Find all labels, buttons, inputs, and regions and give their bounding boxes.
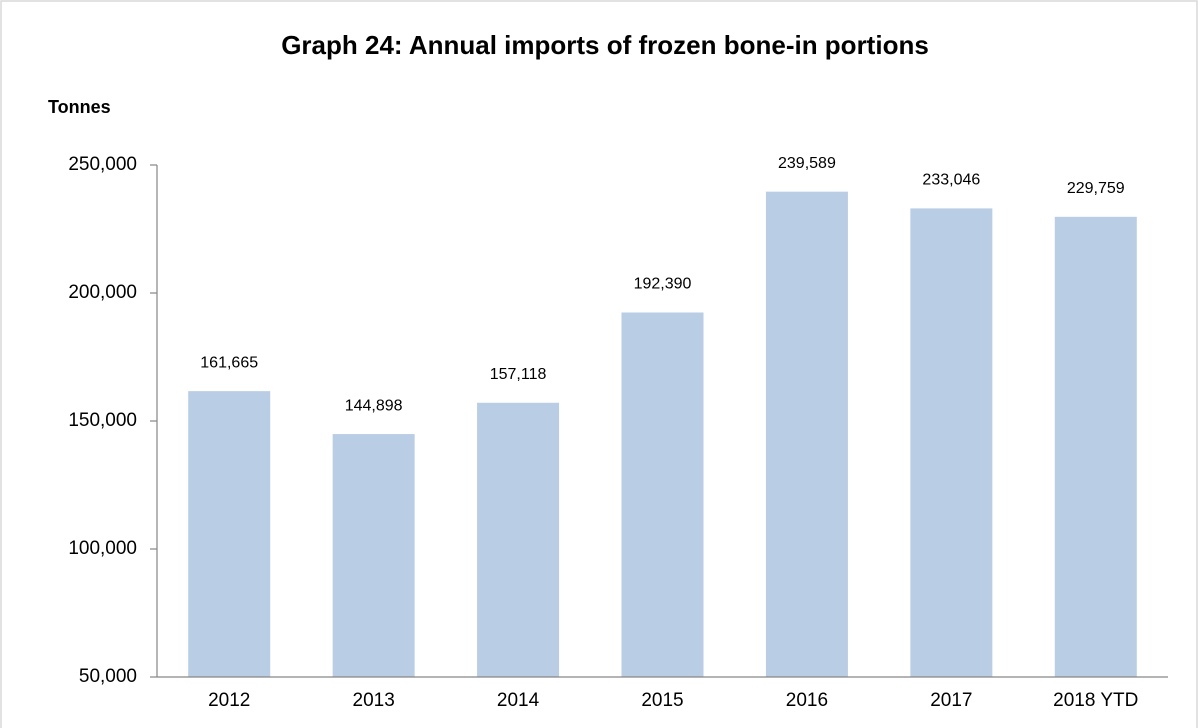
x-tick-label: 2013 <box>353 690 395 711</box>
bar <box>1054 216 1137 677</box>
x-tick-label: 2012 <box>208 690 250 711</box>
chart-title: Graph 24: Annual imports of frozen bone-… <box>281 30 929 60</box>
value-label: 144,898 <box>345 397 403 414</box>
y-tick-label: 150,000 <box>68 410 137 431</box>
value-label: 157,118 <box>490 366 547 383</box>
value-label: 192,390 <box>634 276 692 293</box>
y-tick-label: 200,000 <box>68 282 137 303</box>
value-label: 161,665 <box>200 354 258 371</box>
y-tick-label: 50,000 <box>79 666 137 687</box>
x-tick-label: 2014 <box>497 690 540 711</box>
x-tick-label: 2016 <box>786 690 828 711</box>
y-axis-label: Tonnes <box>48 97 111 117</box>
x-tick-label: 2015 <box>641 690 683 711</box>
value-label: 229,759 <box>1067 180 1125 197</box>
bar <box>910 208 993 678</box>
bar <box>765 191 848 677</box>
y-tick-label: 100,000 <box>68 538 137 559</box>
bar <box>188 391 271 677</box>
bar <box>621 312 704 677</box>
value-label: 239,589 <box>778 155 836 172</box>
y-tick-label: 250,000 <box>68 154 137 175</box>
value-label: 233,046 <box>922 172 980 189</box>
bar <box>477 402 560 677</box>
x-tick-label: 2018 YTD <box>1053 690 1138 711</box>
x-tick-label: 2017 <box>930 690 972 711</box>
bar <box>332 434 415 677</box>
